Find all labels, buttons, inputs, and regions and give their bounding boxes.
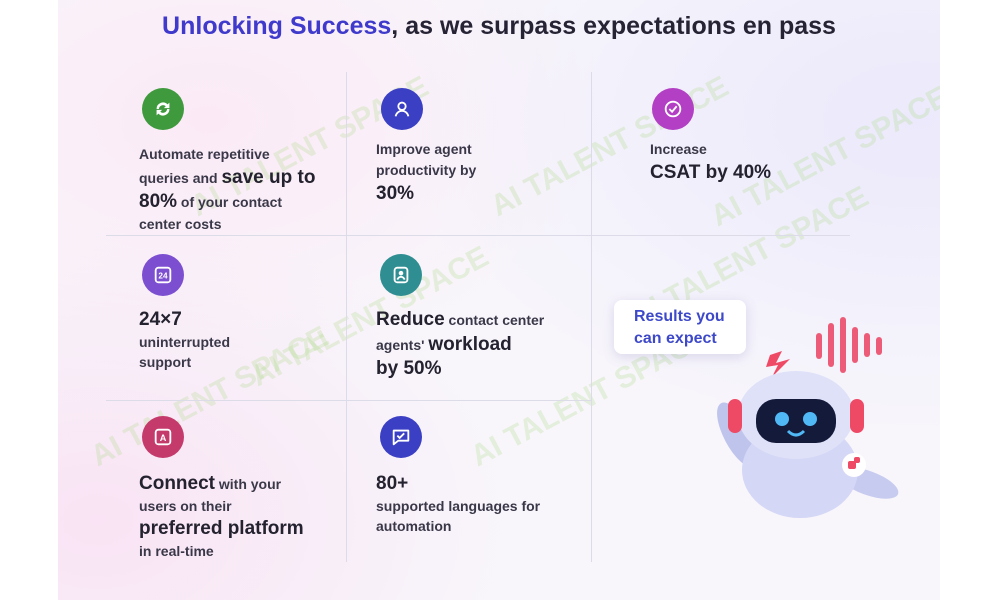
title-accent: Unlocking Success (162, 12, 392, 40)
feature-text: center costs (139, 216, 222, 233)
feature-text-emphasis: workload (428, 333, 512, 355)
feature-text: users on their (139, 497, 232, 514)
agent-icon (381, 88, 423, 130)
feature-text: Improve agent (376, 141, 472, 157)
feature-text: 24×7 (139, 309, 182, 330)
feature-text: 80% (139, 191, 178, 213)
feature-line: 80+ (376, 472, 540, 497)
feature-text: CSAT by 40% (650, 161, 772, 183)
feature-line: agents' workload (376, 333, 544, 358)
results-line-2: can expect (634, 330, 717, 347)
feature-text: Reduce (376, 309, 445, 330)
results-badge: Results you can expect (614, 300, 746, 354)
clock-24-icon: 24 (142, 254, 184, 296)
feature-text: 30% (376, 182, 415, 204)
sound-wave-icon (816, 317, 882, 373)
infographic-canvas: AI TALENT SPACE AI TALENT SPACE AI TALEN… (58, 0, 940, 600)
feature-text: preferred platform (139, 518, 304, 540)
page-title: Unlocking Success, as we surpass expecta… (58, 12, 940, 41)
divider (346, 72, 347, 562)
svg-text:A: A (160, 433, 167, 443)
feature-text: agents' (376, 336, 429, 353)
feature-line: preferred platform (139, 517, 304, 542)
feature-line: CSAT by 40% (650, 161, 771, 186)
divider (106, 400, 591, 401)
feature-text: 80+ (376, 473, 409, 494)
feature-text: support (139, 354, 192, 371)
feature-text: Increase (650, 141, 707, 157)
feature-text: queries and (139, 169, 222, 186)
feature-text: by 50% (376, 358, 442, 380)
robot-illustration (717, 317, 899, 518)
feature-line: Automate repetitive (139, 145, 315, 166)
feature-text-emphasis: of your contact (177, 194, 283, 211)
feature-text-emphasis: contact center (444, 312, 545, 328)
check-badge-icon (652, 88, 694, 130)
feature-line: productivity by (376, 161, 476, 182)
feature-card-text: Increase CSAT by 40% (650, 140, 771, 185)
results-line-1: Results you (634, 308, 725, 325)
feature-line: Connect with your (139, 472, 304, 497)
translate-icon: A (142, 416, 184, 458)
feature-line: support (139, 353, 230, 374)
feature-line: 30% (376, 182, 476, 207)
feature-card-text: Reduce contact center agents' workload by … (376, 308, 544, 382)
feature-text: productivity by (376, 161, 477, 178)
title-rest: , as we surpass expectations en pass (391, 12, 836, 40)
feature-text: supported languages for (376, 497, 541, 514)
feature-card-text: Automate repetitive queries and save up t… (139, 145, 315, 236)
feature-text: in real-time (139, 543, 214, 560)
feature-line: Improve agent (376, 140, 476, 161)
refresh-icon (142, 88, 184, 130)
feature-text-emphasis: with your (215, 476, 282, 492)
feature-text: Automate repetitive (139, 146, 270, 162)
feature-card-text: 24×7 uninterrupted support (139, 308, 230, 374)
feature-card-text: Improve agent productivity by 30% (376, 140, 476, 206)
feature-line: by 50% (376, 357, 544, 382)
feature-line: in real-time (139, 542, 304, 563)
feature-card-text: 80+ supported languages for automation (376, 472, 540, 538)
feature-line: 80% of your contact (139, 190, 315, 215)
chat-check-icon (380, 416, 422, 458)
feature-line: queries and save up to (139, 166, 315, 191)
feature-text: automation (376, 518, 452, 535)
feature-line: Reduce contact center (376, 308, 544, 333)
feature-card-text: Connect with your users on their preferred… (139, 472, 304, 563)
svg-text:24: 24 (158, 272, 168, 281)
divider (591, 72, 592, 562)
feature-line: automation (376, 517, 540, 538)
feature-line: Increase (650, 140, 771, 161)
feature-text: Connect (139, 473, 215, 494)
lightning-icon (766, 351, 790, 377)
feature-line: center costs (139, 215, 315, 236)
feature-line: 24×7 (139, 308, 230, 333)
agent-badge-icon (380, 254, 422, 296)
feature-text: uninterrupted (139, 333, 230, 350)
feature-line: supported languages for (376, 497, 540, 518)
feature-line: users on their (139, 497, 304, 518)
feature-text-emphasis: save up to (221, 166, 316, 188)
divider (106, 235, 850, 236)
feature-line: uninterrupted (139, 333, 230, 354)
